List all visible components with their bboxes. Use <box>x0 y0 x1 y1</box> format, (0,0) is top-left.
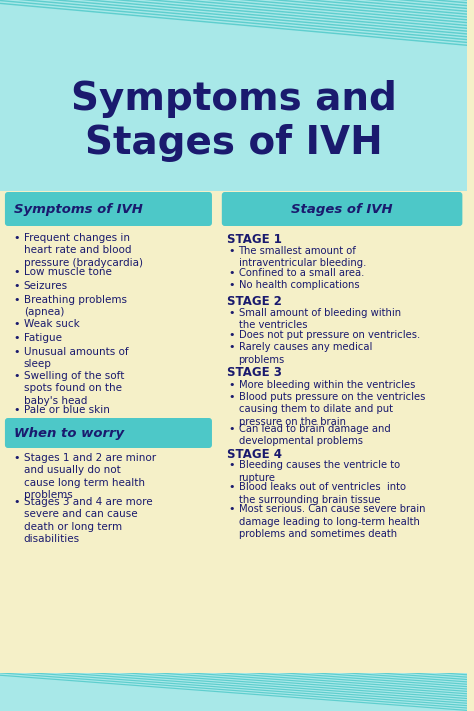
Text: Small amount of bleeding within
the ventricles: Small amount of bleeding within the vent… <box>238 308 401 331</box>
Polygon shape <box>144 0 474 46</box>
Polygon shape <box>89 673 474 711</box>
Polygon shape <box>0 0 474 46</box>
Text: Stages of IVH: Stages of IVH <box>292 203 393 215</box>
Text: Confined to a small area.: Confined to a small area. <box>238 268 364 278</box>
FancyBboxPatch shape <box>5 192 212 226</box>
Text: •: • <box>14 453 20 463</box>
Text: •: • <box>229 424 235 434</box>
Polygon shape <box>152 673 474 711</box>
Polygon shape <box>175 0 474 46</box>
Text: •: • <box>229 505 235 515</box>
Text: Blood leaks out of ventricles  into
the surrounding brain tissue: Blood leaks out of ventricles into the s… <box>238 483 406 505</box>
Text: Stages 3 and 4 are more
severe and can cause
death or long term
disabilities: Stages 3 and 4 are more severe and can c… <box>24 497 152 544</box>
Polygon shape <box>341 673 474 711</box>
Text: •: • <box>229 343 235 353</box>
Polygon shape <box>301 0 474 46</box>
Polygon shape <box>57 673 474 711</box>
Polygon shape <box>436 673 474 711</box>
Polygon shape <box>428 0 474 46</box>
Polygon shape <box>278 673 474 711</box>
Text: STAGE 1: STAGE 1 <box>227 233 282 246</box>
Polygon shape <box>0 673 474 711</box>
Text: Does not put pressure on ventricles.: Does not put pressure on ventricles. <box>238 330 420 340</box>
Polygon shape <box>0 673 467 711</box>
Polygon shape <box>215 673 474 711</box>
Polygon shape <box>0 673 474 711</box>
Text: •: • <box>14 233 20 243</box>
Text: •: • <box>14 347 20 357</box>
Text: •: • <box>14 295 20 305</box>
Text: •: • <box>14 497 20 507</box>
Text: •: • <box>14 405 20 415</box>
Text: •: • <box>229 461 235 471</box>
FancyBboxPatch shape <box>5 418 212 448</box>
Polygon shape <box>112 0 474 46</box>
Polygon shape <box>373 673 474 711</box>
Polygon shape <box>207 0 474 46</box>
Text: •: • <box>229 308 235 318</box>
Text: When to worry: When to worry <box>14 427 124 439</box>
FancyBboxPatch shape <box>222 192 462 226</box>
Text: •: • <box>14 333 20 343</box>
Text: •: • <box>229 380 235 390</box>
Text: Low muscle tone: Low muscle tone <box>24 267 111 277</box>
Polygon shape <box>0 0 467 46</box>
Text: Pale or blue skin: Pale or blue skin <box>24 405 109 415</box>
Text: More bleeding within the ventricles: More bleeding within the ventricles <box>238 380 415 390</box>
Text: STAGE 3: STAGE 3 <box>227 366 282 380</box>
Text: Fatigue: Fatigue <box>24 333 62 343</box>
Text: Bleeding causes the ventricle to
rupture: Bleeding causes the ventricle to rupture <box>238 461 400 483</box>
Text: Unusual amounts of
sleep: Unusual amounts of sleep <box>24 347 128 370</box>
Text: STAGE 2: STAGE 2 <box>227 295 282 308</box>
Polygon shape <box>26 673 474 711</box>
Text: •: • <box>229 483 235 493</box>
Text: •: • <box>14 319 20 329</box>
Text: Weak suck: Weak suck <box>24 319 80 329</box>
Text: Breathing problems
(apnea): Breathing problems (apnea) <box>24 295 127 317</box>
Polygon shape <box>49 0 474 46</box>
Text: Rarely causes any medical
problems: Rarely causes any medical problems <box>238 343 372 365</box>
Text: •: • <box>14 267 20 277</box>
Text: •: • <box>229 392 235 402</box>
Polygon shape <box>467 673 474 711</box>
Polygon shape <box>183 673 474 711</box>
Text: •: • <box>14 371 20 381</box>
Text: Blood puts pressure on the ventricles
causing them to dilate and put
pressure on: Blood puts pressure on the ventricles ca… <box>238 392 425 427</box>
Text: STAGE 4: STAGE 4 <box>227 447 282 461</box>
Text: Seizures: Seizures <box>24 281 68 291</box>
Text: •: • <box>229 281 235 291</box>
Polygon shape <box>459 0 474 46</box>
Text: The smallest amount of
intraventricular bleeding.: The smallest amount of intraventricular … <box>238 246 366 268</box>
FancyBboxPatch shape <box>0 46 467 191</box>
Polygon shape <box>120 673 474 711</box>
Text: •: • <box>229 330 235 340</box>
Text: Stages 1 and 2 are minor
and usually do not
cause long term health
problems: Stages 1 and 2 are minor and usually do … <box>24 453 156 501</box>
Polygon shape <box>310 673 474 711</box>
FancyBboxPatch shape <box>0 191 467 673</box>
Text: Can lead to brain damage and
developmental problems: Can lead to brain damage and development… <box>238 424 390 446</box>
Polygon shape <box>246 673 474 711</box>
Text: Symptoms and
Stages of IVH: Symptoms and Stages of IVH <box>71 80 397 162</box>
Text: •: • <box>14 281 20 291</box>
Text: No health complications: No health complications <box>238 281 359 291</box>
Text: Most serious. Can cause severe brain
damage leading to long-term health
problems: Most serious. Can cause severe brain dam… <box>238 505 425 540</box>
Text: Frequent changes in
heart rate and blood
pressure (bradycardia): Frequent changes in heart rate and blood… <box>24 233 143 268</box>
Polygon shape <box>238 0 474 46</box>
Polygon shape <box>0 0 474 46</box>
Polygon shape <box>333 0 474 46</box>
Text: •: • <box>229 246 235 256</box>
Polygon shape <box>81 0 474 46</box>
Polygon shape <box>270 0 474 46</box>
Polygon shape <box>404 673 474 711</box>
Text: Symptoms of IVH: Symptoms of IVH <box>14 203 143 215</box>
Polygon shape <box>365 0 474 46</box>
Polygon shape <box>18 0 474 46</box>
Text: •: • <box>229 268 235 278</box>
Text: Swelling of the soft
spots found on the
baby's head: Swelling of the soft spots found on the … <box>24 371 124 406</box>
Polygon shape <box>396 0 474 46</box>
